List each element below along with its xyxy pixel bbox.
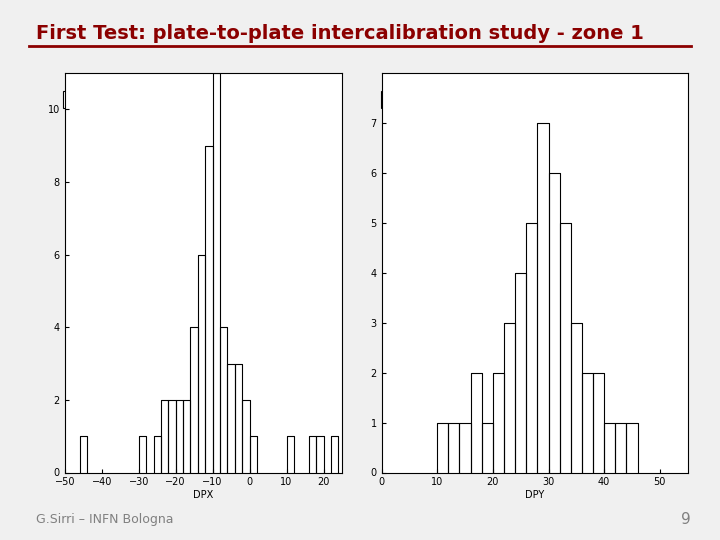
Text: DPX: DPX: [66, 94, 92, 104]
Text: DPY: DPY: [384, 94, 409, 104]
Text: G.Sirri – INFN Bologna: G.Sirri – INFN Bologna: [36, 514, 174, 526]
X-axis label: DPY: DPY: [525, 490, 544, 500]
Text: First Test: plate-to-plate intercalibration study - zone 1: First Test: plate-to-plate intercalibrat…: [36, 24, 644, 43]
Text: 9: 9: [681, 511, 691, 526]
Text: htemp

Entries   100

Mean    -13.99

RMS     8.776: htemp Entries 100 Mean -13.99 RMS 8.776: [255, 94, 337, 174]
X-axis label: DPX: DPX: [193, 490, 214, 500]
Text: htemp

Entries   100

Mean    32.97

RMS     8.211: htemp Entries 100 Mean 32.97 RMS 8.211: [606, 94, 682, 174]
